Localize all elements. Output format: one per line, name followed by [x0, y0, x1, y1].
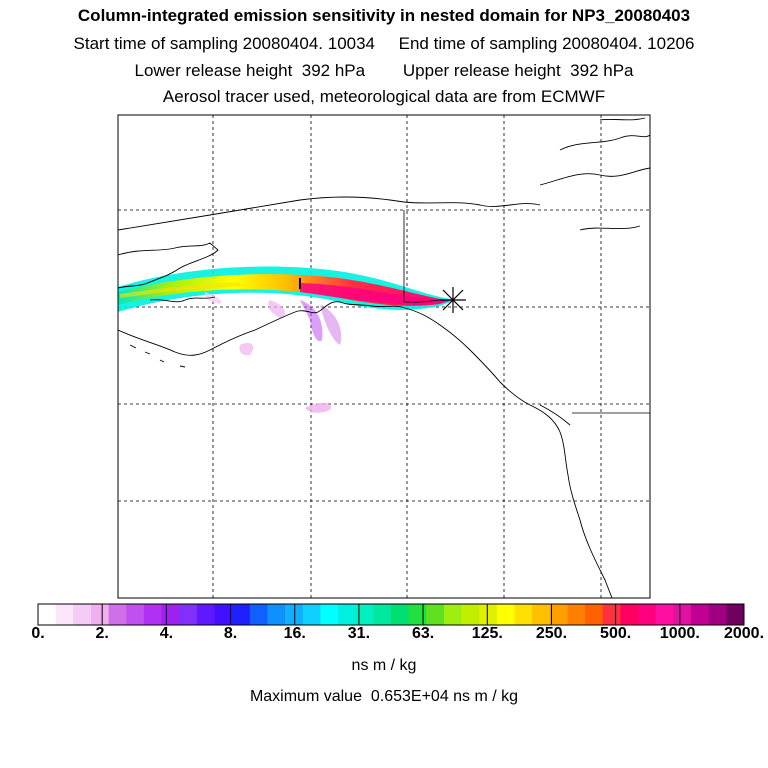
- colorbar-cell: [373, 604, 392, 625]
- colorbar-cell: [426, 604, 445, 625]
- colorbar-frame: [37, 603, 745, 626]
- colorbar-cell: [196, 604, 215, 625]
- colorbar-tick-label: 125.: [471, 625, 503, 642]
- colorbar-cell: [73, 604, 92, 625]
- tracer-info-line: Aerosol tracer used, meteorological data…: [162, 87, 606, 106]
- colorbar-cell: [691, 604, 710, 625]
- sampling-time-line: Start time of sampling 20080404. 10034 E…: [73, 34, 695, 53]
- release-height-line: Lower release height 392 hPa Upper relea…: [134, 61, 634, 80]
- colorbar-cell: [726, 604, 745, 625]
- colorbar-cell: [443, 604, 463, 625]
- colorbar-cell: [108, 604, 127, 625]
- colorbar-tick-label: 500.: [600, 625, 632, 642]
- colorbar-cell: [55, 604, 74, 625]
- colorbar-cell: [179, 604, 198, 625]
- colorbar-tick-label: 250.: [535, 625, 568, 642]
- colorbar-units: ns m / kg: [351, 657, 417, 674]
- colorbar-cell: [532, 604, 551, 625]
- colorbar-cell: [232, 604, 251, 625]
- colorbar-cell: [143, 604, 163, 625]
- colorbar-tick-label: 4.: [159, 625, 174, 642]
- colorbar-cell: [126, 604, 145, 625]
- release-location-star-icon: [440, 287, 466, 313]
- colorbar-tick-label: 8.: [223, 625, 238, 642]
- colorbar-cell: [567, 604, 586, 625]
- colorbar-cell: [708, 604, 727, 625]
- colorbar-cell: [38, 604, 57, 625]
- colorbar-cell: [267, 604, 286, 625]
- colorbar-cell: [602, 604, 621, 625]
- coastlines: [118, 117, 650, 598]
- map-frame: [117, 114, 651, 599]
- colorbar-cell: [355, 604, 374, 625]
- maximum-value-line: Maximum value 0.653E+04 ns m / kg: [249, 688, 519, 705]
- colorbar-cell: [214, 604, 233, 625]
- colorbar-cell: [320, 604, 339, 625]
- colorbar-cell: [673, 604, 692, 625]
- colorbar-tick-label: 0.: [31, 625, 45, 642]
- colorbar-cell: [302, 604, 321, 625]
- colorbar-tick-label: 63.: [411, 625, 435, 642]
- colorbar-cell: [408, 604, 427, 625]
- colorbar-tick-label: 2.: [95, 625, 109, 642]
- colorbar-cells: [38, 604, 745, 625]
- colorbar-tick-label: 31.: [347, 625, 371, 642]
- colorbar-cell: [90, 604, 110, 625]
- colorbar-cell: [655, 604, 674, 625]
- colorbar-cell: [338, 604, 357, 625]
- plot-title: Column-integrated emission sensitivity i…: [77, 6, 691, 25]
- emission-plume: [118, 266, 456, 413]
- colorbar-cell: [638, 604, 657, 625]
- colorbar-cell: [496, 604, 516, 625]
- colorbar-cell: [249, 604, 268, 625]
- colorbar-dividers: [101, 604, 681, 625]
- colorbar-cell: [549, 604, 568, 625]
- colorbar-cell: [391, 604, 410, 625]
- colorbar-cell: [285, 604, 304, 625]
- colorbar-cell: [161, 604, 180, 625]
- colorbar-cell: [585, 604, 604, 625]
- colorbar-tick-label: 2000.: [723, 625, 765, 642]
- colorbar-cell: [461, 604, 480, 625]
- colorbar-tick-label: 16.: [283, 625, 306, 642]
- colorbar-tick-label: 1000.: [659, 625, 700, 642]
- colorbar-cell: [620, 604, 639, 625]
- colorbar-cell: [514, 604, 533, 625]
- colorbar-cell: [479, 604, 498, 625]
